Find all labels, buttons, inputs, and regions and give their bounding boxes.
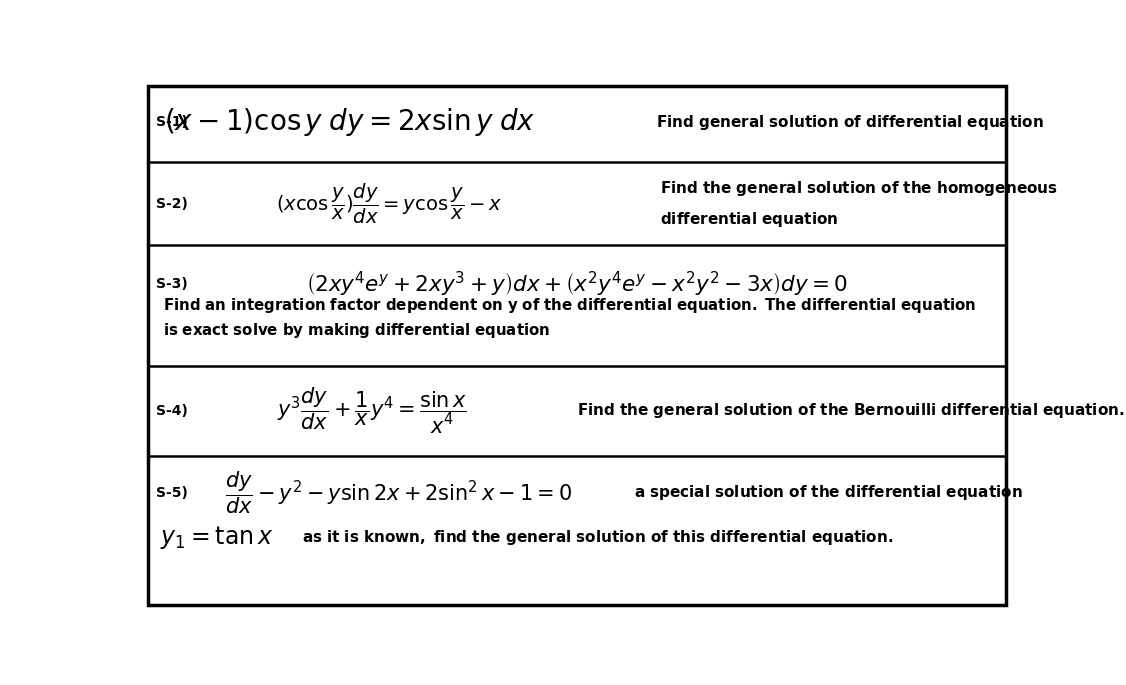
Text: $y^{3}\dfrac{dy}{dx}+\dfrac{1}{x}y^{4}=\dfrac{\sin x}{x^{4}}$: $y^{3}\dfrac{dy}{dx}+\dfrac{1}{x}y^{4}=\… bbox=[277, 386, 467, 436]
Text: $y_{1}=\tan x$: $y_{1}=\tan x$ bbox=[160, 524, 274, 551]
Text: $\bf{Find\ the\ general\ solution\ of\ the\ Bernouilli\ differential\ equation.}: $\bf{Find\ the\ general\ solution\ of\ t… bbox=[578, 401, 1125, 421]
Text: $\bf{differential\ equation}$: $\bf{differential\ equation}$ bbox=[660, 210, 839, 229]
Text: $(x\cos\dfrac{y}{x})\dfrac{dy}{dx} = y\cos\dfrac{y}{x}-x$: $(x\cos\dfrac{y}{x})\dfrac{dy}{dx} = y\c… bbox=[276, 182, 502, 225]
Text: $\left(2xy^{4}e^{y}+2xy^{3}+y\right)dx+\left(x^{2}y^{4}e^{y}-x^{2}y^{2}-3x\right: $\left(2xy^{4}e^{y}+2xy^{3}+y\right)dx+\… bbox=[306, 270, 848, 299]
Text: S-5): S-5) bbox=[157, 486, 188, 499]
Text: S-4): S-4) bbox=[157, 403, 188, 418]
Text: $\bf{a\ special\ solution\ of\ the\ differential\ equation}$: $\bf{a\ special\ solution\ of\ the\ diff… bbox=[634, 483, 1022, 502]
Text: S-3): S-3) bbox=[157, 277, 188, 291]
Text: $\left(x-1\right)\cos y\;dy = 2x\sin y\;dx$: $\left(x-1\right)\cos y\;dy = 2x\sin y\;… bbox=[164, 106, 536, 138]
Text: $\bf{Find\ general\ solution\ of\ differential\ equation}$: $\bf{Find\ general\ solution\ of\ differ… bbox=[655, 113, 1044, 132]
Text: $\bf{is\ exact\ solve\ by\ making\ differential\ equation}$: $\bf{is\ exact\ solve\ by\ making\ diffe… bbox=[162, 321, 549, 340]
Text: $\bf{Find\ the\ general\ solution\ of\ the\ homogeneous}$: $\bf{Find\ the\ general\ solution\ of\ t… bbox=[660, 179, 1058, 198]
Text: $\dfrac{dy}{dx}-y^{2}-y\sin 2x+2\sin^{2}x-1=0$: $\dfrac{dy}{dx}-y^{2}-y\sin 2x+2\sin^{2}… bbox=[225, 469, 572, 516]
Text: S-1): S-1) bbox=[157, 115, 188, 129]
Text: S-2): S-2) bbox=[157, 197, 188, 210]
Text: $\bf{as\ it\ is\ known,\ find\ the\ general\ solution\ of\ this\ differential\ e: $\bf{as\ it\ is\ known,\ find\ the\ gene… bbox=[302, 528, 894, 547]
Text: $\bf{Find\ an\ integration\ factor\ dependent\ on\ y\ of\ the\ differential\ equ: $\bf{Find\ an\ integration\ factor\ depe… bbox=[162, 296, 976, 315]
